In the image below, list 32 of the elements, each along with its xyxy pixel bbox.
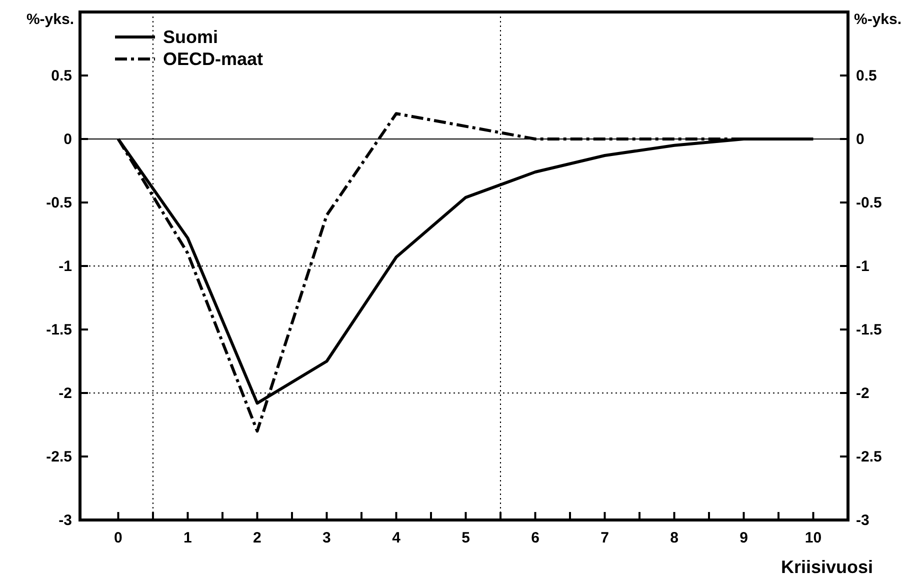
legend-label: Suomi bbox=[163, 27, 218, 47]
x-tick-label: 6 bbox=[531, 530, 540, 547]
y-tick-label: -1.5 bbox=[46, 321, 72, 338]
y-axis-title: %-yks. bbox=[26, 11, 74, 28]
y2-tick-label: -2 bbox=[856, 384, 870, 402]
y-tick-label: -2 bbox=[58, 384, 72, 402]
x-tick-label: 2 bbox=[253, 530, 262, 547]
y-tick-label: 0 bbox=[64, 130, 72, 148]
x-tick-label: 10 bbox=[804, 530, 822, 547]
y2-tick-label: 0.5 bbox=[856, 67, 877, 84]
y-tick-label: -3 bbox=[58, 512, 72, 529]
x-axis-title: Kriisivuosi bbox=[780, 557, 873, 577]
y-tick-label: -1 bbox=[58, 258, 72, 275]
x-tick-label: 3 bbox=[322, 530, 331, 547]
y2-tick-label: -1.5 bbox=[856, 321, 882, 338]
y2-axis-title: %-yks. bbox=[854, 11, 902, 28]
y2-tick-label: -3 bbox=[856, 512, 870, 529]
x-tick-label: 8 bbox=[670, 530, 678, 547]
x-tick-label: 9 bbox=[740, 530, 748, 547]
x-tick-label: 4 bbox=[392, 530, 402, 547]
y2-tick-label: -2.5 bbox=[856, 448, 882, 466]
x-tick-label: 1 bbox=[184, 530, 192, 547]
legend-label: OECD-maat bbox=[163, 49, 264, 69]
y-tick-label: -0.5 bbox=[46, 194, 72, 212]
y2-tick-label: -1 bbox=[856, 258, 870, 275]
x-tick-label: 7 bbox=[600, 530, 609, 547]
y-tick-label: -2.5 bbox=[46, 448, 72, 466]
y2-tick-label: -0.5 bbox=[856, 194, 882, 212]
x-tick-label: 5 bbox=[462, 530, 470, 547]
x-tick-label: 0 bbox=[114, 530, 122, 547]
y-tick-label: 0.5 bbox=[51, 67, 72, 84]
y2-tick-label: 0 bbox=[856, 130, 864, 148]
